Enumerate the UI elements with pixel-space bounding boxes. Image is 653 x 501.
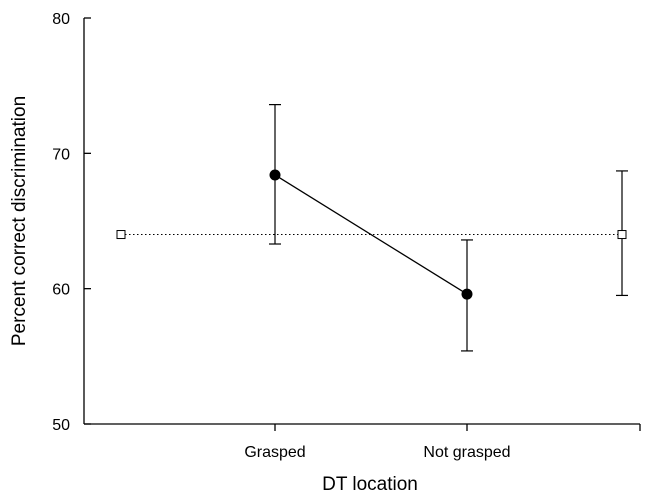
y-tick-label: 80: [52, 11, 70, 28]
reference-marker-left: [116, 230, 126, 240]
y-tick-label: 50: [52, 417, 70, 434]
point-not-grasped: [461, 288, 473, 300]
x-axis-title: DT location: [322, 474, 418, 495]
reference-series: [116, 170, 628, 297]
y-ticks: 50 60 70 80: [52, 11, 91, 434]
x-tick-label: Not grasped: [423, 444, 510, 461]
y-axis-title: Percent correct discrimination: [9, 96, 30, 346]
point-grasped: [269, 169, 281, 181]
x-ticks: Grasped Not grasped: [244, 424, 641, 461]
y-tick-label: 60: [52, 282, 70, 299]
main-series: [269, 104, 473, 352]
main-series-line: [274, 174, 468, 295]
y-tick-label: 70: [52, 146, 70, 163]
x-tick-label: Grasped: [244, 444, 305, 461]
reference-marker-right: [617, 230, 627, 240]
